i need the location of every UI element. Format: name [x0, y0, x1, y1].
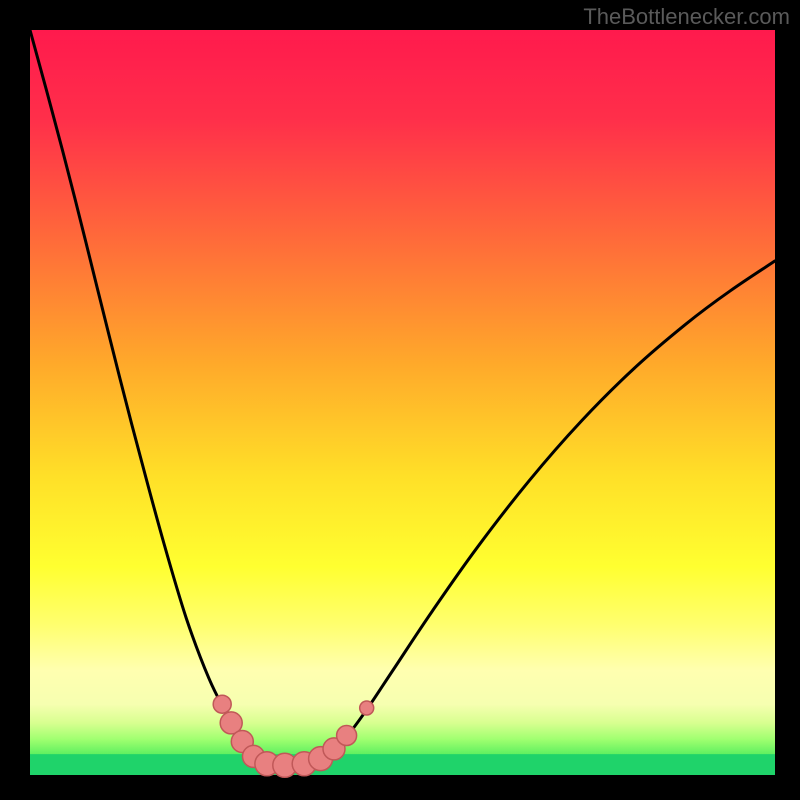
data-marker-9	[337, 726, 357, 746]
watermark-text: TheBottlenecker.com	[583, 4, 790, 30]
plot-background	[30, 30, 775, 775]
chart-svg	[0, 0, 800, 800]
data-marker-10	[360, 701, 374, 715]
green-band	[30, 754, 775, 775]
data-marker-0	[213, 695, 231, 713]
chart-stage: TheBottlenecker.com	[0, 0, 800, 800]
